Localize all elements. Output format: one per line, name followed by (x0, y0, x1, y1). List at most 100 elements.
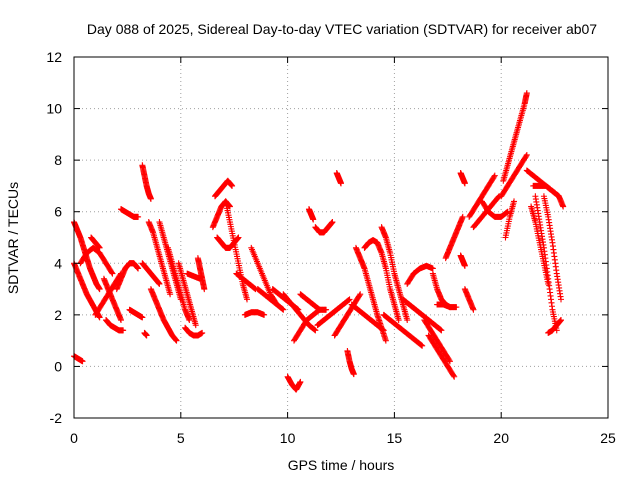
data-point (261, 311, 268, 318)
series-t36 (312, 219, 336, 236)
series-t54 (457, 170, 468, 187)
x-axis-label: GPS time / hours (288, 457, 395, 473)
series-t62 (502, 198, 518, 241)
data-point (523, 151, 530, 158)
data-point (108, 269, 115, 276)
data-point (350, 371, 357, 378)
y-tick-label: 2 (54, 307, 62, 323)
series-t41 (344, 347, 357, 378)
series-t68 (530, 182, 567, 210)
x-tick-label: 10 (280, 430, 296, 446)
data-point (310, 216, 317, 223)
data-point (451, 373, 458, 380)
data-point (167, 291, 174, 298)
series-t52 (434, 301, 460, 311)
series-t25 (214, 234, 242, 251)
data-point (315, 306, 322, 313)
data-point (379, 326, 386, 333)
data-point (558, 317, 565, 324)
data-point (338, 180, 344, 187)
data-point (311, 326, 318, 333)
series-t60 (500, 90, 530, 184)
series-t67 (545, 317, 565, 336)
series-t8 (103, 317, 127, 334)
data-point (453, 304, 460, 311)
data-point (558, 296, 565, 303)
data-point (143, 332, 150, 339)
data-point (356, 292, 363, 299)
y-tick-label: 6 (54, 204, 62, 220)
series-t61 (498, 151, 530, 200)
series-t38 (333, 170, 344, 187)
series-t13 (141, 329, 150, 339)
series-t24 (209, 198, 233, 231)
series-t49 (421, 317, 453, 365)
series-t18 (164, 244, 193, 324)
series-t39 (314, 296, 353, 329)
data-point (251, 284, 258, 291)
data-point (235, 234, 242, 241)
data-point (450, 372, 457, 379)
series-t53 (442, 213, 466, 262)
data-point (280, 306, 287, 313)
data-point (135, 213, 142, 220)
data-point (96, 314, 103, 321)
data-point (461, 180, 468, 187)
y-tick-label: 4 (54, 255, 62, 271)
data-point (404, 317, 411, 324)
data-point (436, 326, 443, 333)
series-t5 (88, 234, 103, 251)
series-t57 (466, 172, 498, 220)
x-tick-label: 5 (177, 430, 185, 446)
x-tick-label: 0 (70, 430, 78, 446)
series-t32 (280, 291, 319, 334)
data-point (139, 314, 146, 321)
series-t27 (233, 270, 259, 293)
data-point (523, 153, 530, 160)
data-point (310, 326, 317, 333)
data-point (382, 337, 389, 344)
series-t19 (175, 260, 199, 329)
data-point (229, 182, 236, 189)
data-point (79, 358, 86, 365)
data-point (446, 358, 453, 365)
data-point (345, 296, 352, 303)
data-point (437, 326, 444, 333)
series-t37 (305, 206, 317, 223)
series-t28 (241, 309, 268, 318)
data-point (96, 286, 103, 293)
data-point (279, 306, 286, 313)
data-point (316, 306, 323, 313)
data-point (312, 327, 319, 334)
y-tick-label: 12 (46, 49, 62, 65)
data-point (315, 305, 322, 312)
series-t26 (222, 198, 251, 303)
series-t4 (77, 244, 116, 277)
series-t29 (248, 244, 280, 308)
data-point (201, 286, 208, 293)
x-tick-label: 20 (493, 430, 509, 446)
data-point (491, 172, 498, 179)
data-point (395, 317, 402, 324)
data-point (523, 90, 530, 97)
series-t3 (71, 353, 86, 365)
series-t35 (297, 291, 323, 313)
data-point (503, 209, 510, 216)
data-point (495, 194, 502, 201)
data-point (278, 305, 285, 312)
data-point (446, 357, 453, 364)
data-point (417, 341, 424, 348)
series-t22 (194, 255, 208, 293)
series-t59 (478, 198, 511, 220)
data-point (147, 195, 154, 202)
series-t46 (380, 311, 426, 349)
series-t56 (461, 286, 477, 313)
data-point (135, 265, 142, 272)
y-tick-label: -2 (50, 410, 63, 426)
series-t20 (182, 324, 206, 339)
y-tick-label: 8 (54, 152, 62, 168)
data-point (297, 378, 304, 385)
data-point (96, 244, 103, 251)
